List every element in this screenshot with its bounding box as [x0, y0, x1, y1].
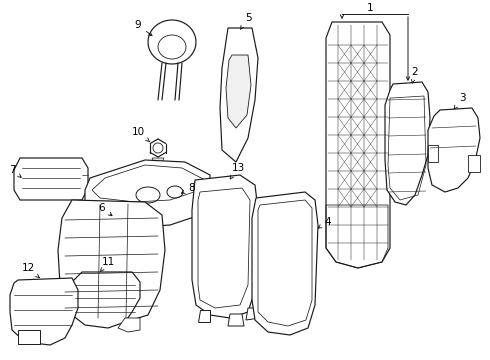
- Polygon shape: [192, 175, 258, 318]
- Text: 5: 5: [241, 13, 251, 29]
- Text: 13: 13: [230, 163, 245, 179]
- Polygon shape: [148, 20, 196, 64]
- Text: 7: 7: [9, 165, 21, 177]
- Polygon shape: [158, 35, 186, 59]
- Text: 4: 4: [318, 217, 331, 228]
- Text: 6: 6: [98, 203, 112, 216]
- Text: 3: 3: [454, 93, 466, 109]
- Polygon shape: [14, 158, 88, 200]
- Polygon shape: [226, 55, 251, 128]
- Text: 1: 1: [367, 3, 373, 13]
- Text: 9: 9: [135, 20, 152, 36]
- Polygon shape: [152, 158, 164, 163]
- Polygon shape: [220, 28, 258, 162]
- Polygon shape: [326, 22, 390, 268]
- Text: 11: 11: [100, 257, 115, 272]
- Polygon shape: [118, 318, 140, 332]
- Polygon shape: [70, 272, 140, 328]
- Polygon shape: [10, 278, 78, 345]
- Text: 8: 8: [181, 183, 196, 193]
- Polygon shape: [152, 178, 164, 183]
- Polygon shape: [198, 310, 210, 322]
- Polygon shape: [153, 143, 163, 153]
- Polygon shape: [228, 314, 244, 326]
- Polygon shape: [252, 192, 318, 335]
- Polygon shape: [428, 145, 438, 162]
- Polygon shape: [167, 186, 183, 198]
- Polygon shape: [58, 200, 165, 322]
- Polygon shape: [18, 330, 40, 344]
- Polygon shape: [468, 155, 480, 172]
- Polygon shape: [385, 82, 430, 205]
- Text: 10: 10: [131, 127, 149, 141]
- Polygon shape: [152, 163, 164, 168]
- Text: 2: 2: [412, 67, 418, 83]
- Text: 12: 12: [22, 263, 39, 278]
- Polygon shape: [85, 160, 210, 228]
- Polygon shape: [136, 187, 160, 203]
- Polygon shape: [152, 168, 164, 173]
- Polygon shape: [152, 183, 164, 188]
- Polygon shape: [152, 173, 164, 178]
- Polygon shape: [246, 308, 260, 320]
- Polygon shape: [428, 108, 480, 192]
